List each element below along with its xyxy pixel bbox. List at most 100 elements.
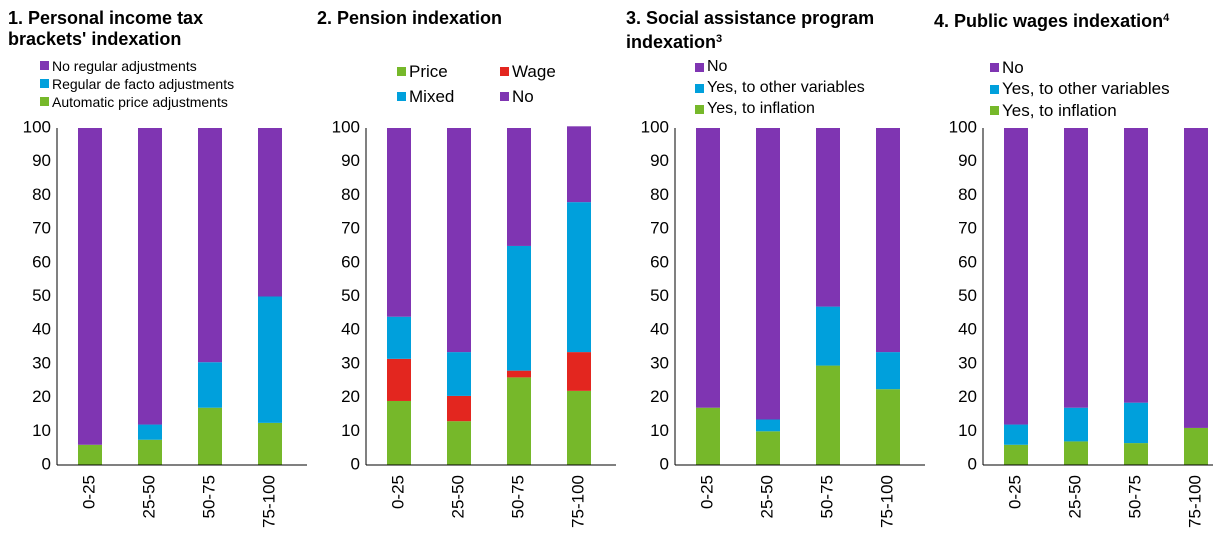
bar-segment	[387, 400, 411, 465]
legend-swatch	[990, 63, 999, 73]
y-tick-label: 50	[650, 286, 669, 305]
bar-segment	[756, 419, 780, 432]
bar-segment	[756, 128, 780, 420]
bar-segment	[1004, 424, 1028, 445]
bar-segment	[567, 352, 591, 391]
legend-label: Wage	[512, 61, 556, 81]
legend-entry: No	[695, 58, 727, 76]
bar-segment	[567, 202, 591, 353]
y-tick-label: 100	[23, 117, 51, 136]
y-tick-label: 90	[32, 151, 51, 170]
x-tick-label: 75-100	[1185, 475, 1204, 528]
bar-segment	[387, 316, 411, 359]
legend-entry: Mixed	[397, 87, 454, 107]
legend-label: Price	[409, 61, 448, 81]
y-tick-label: 90	[650, 151, 669, 170]
title-text: 2. Pension indexation	[317, 8, 503, 28]
y-tick-label: 20	[958, 387, 977, 406]
y-tick-label: 60	[958, 252, 977, 271]
x-tick-label: 0-25	[1005, 475, 1024, 509]
y-tick-label: 10	[958, 421, 977, 440]
bar-segment	[816, 128, 840, 307]
legend-label: Yes, to other variables	[707, 79, 865, 97]
legend-label: Automatic price adjustments	[52, 93, 228, 110]
y-tick-label: 20	[341, 387, 360, 406]
y-tick-label: 90	[958, 151, 977, 170]
bar-segment	[507, 370, 531, 378]
x-tick-label: 75-100	[568, 475, 587, 528]
y-tick-label: 40	[32, 320, 51, 339]
bar-segment	[258, 296, 282, 423]
y-tick-label: 0	[660, 454, 669, 473]
y-tick-label: 40	[341, 320, 360, 339]
bar-segment	[816, 306, 840, 366]
bar-segment	[876, 128, 900, 353]
y-tick-label: 50	[32, 286, 51, 305]
x-tick-label: 25-50	[139, 475, 158, 518]
legend-label: No	[512, 86, 534, 106]
bar-segment	[567, 126, 591, 203]
x-tick-label: 50-75	[1125, 475, 1144, 518]
legend-swatch	[695, 104, 704, 114]
x-tick-label: 75-100	[877, 475, 896, 528]
y-tick-label: 50	[341, 286, 360, 305]
legend-entry: No regular adjustments	[40, 58, 197, 74]
legend-entry: Yes, to other variables	[990, 79, 1170, 99]
y-tick-label: 100	[641, 117, 669, 136]
x-tick-label: 25-50	[448, 475, 467, 518]
legend-entry: Yes, to inflation	[695, 100, 815, 118]
y-tick-label: 60	[650, 252, 669, 271]
y-tick-label: 10	[650, 421, 669, 440]
y-tick-label: 30	[341, 353, 360, 372]
x-tick-label: 0-25	[388, 475, 407, 509]
bar-segment	[1064, 128, 1088, 408]
y-tick-label: 0	[351, 454, 360, 473]
y-tick-label: 80	[958, 185, 977, 204]
bar-segment	[756, 431, 780, 465]
y-tick-label: 80	[32, 185, 51, 204]
bar-segment	[78, 444, 102, 465]
x-tick-label: 50-75	[508, 475, 527, 518]
bar-segment	[447, 128, 471, 353]
bar-segment	[507, 245, 531, 371]
legend-swatch	[990, 84, 999, 94]
legend-swatch	[40, 79, 49, 89]
y-tick-label: 60	[341, 252, 360, 271]
x-tick-label: 25-50	[757, 475, 776, 518]
chart-title: 2. Pension indexation	[317, 8, 607, 29]
bar-segment	[1124, 128, 1148, 403]
y-tick-label: 70	[958, 219, 977, 238]
bar-segment	[1004, 444, 1028, 465]
legend-entry: Automatic price adjustments	[40, 94, 228, 110]
y-tick-label: 30	[958, 353, 977, 372]
footnote-mark: 4	[1163, 12, 1170, 24]
bar-segment	[876, 389, 900, 465]
x-tick-label: 0-25	[697, 475, 716, 509]
legend-swatch	[990, 106, 999, 116]
y-tick-label: 70	[650, 219, 669, 238]
legend-entry: Price	[397, 62, 448, 82]
y-tick-label: 100	[332, 117, 360, 136]
chart-title: 1. Personal income tax brackets' indexat…	[8, 8, 268, 50]
bar-segment	[138, 424, 162, 440]
bar-segment	[78, 128, 102, 445]
x-tick-label: 25-50	[1065, 475, 1084, 518]
y-tick-label: 20	[32, 387, 51, 406]
y-tick-label: 0	[42, 454, 51, 473]
legend-swatch	[500, 92, 509, 102]
y-tick-label: 30	[32, 353, 51, 372]
bar-segment	[507, 377, 531, 465]
bar-segment	[1124, 402, 1148, 444]
legend-swatch	[397, 67, 406, 77]
x-tick-label: 50-75	[817, 475, 836, 518]
legend-swatch	[397, 92, 406, 102]
legend-entry: Yes, to other variables	[695, 79, 865, 97]
title-text: 3. Social assistance program indexation	[626, 8, 875, 52]
bar-segment	[198, 407, 222, 465]
bar-segment	[1004, 128, 1028, 425]
bar-segment	[1064, 407, 1088, 442]
bar-segment	[696, 128, 720, 408]
bar-segment	[447, 395, 471, 422]
legend-swatch	[40, 97, 49, 107]
y-tick-label: 40	[958, 320, 977, 339]
